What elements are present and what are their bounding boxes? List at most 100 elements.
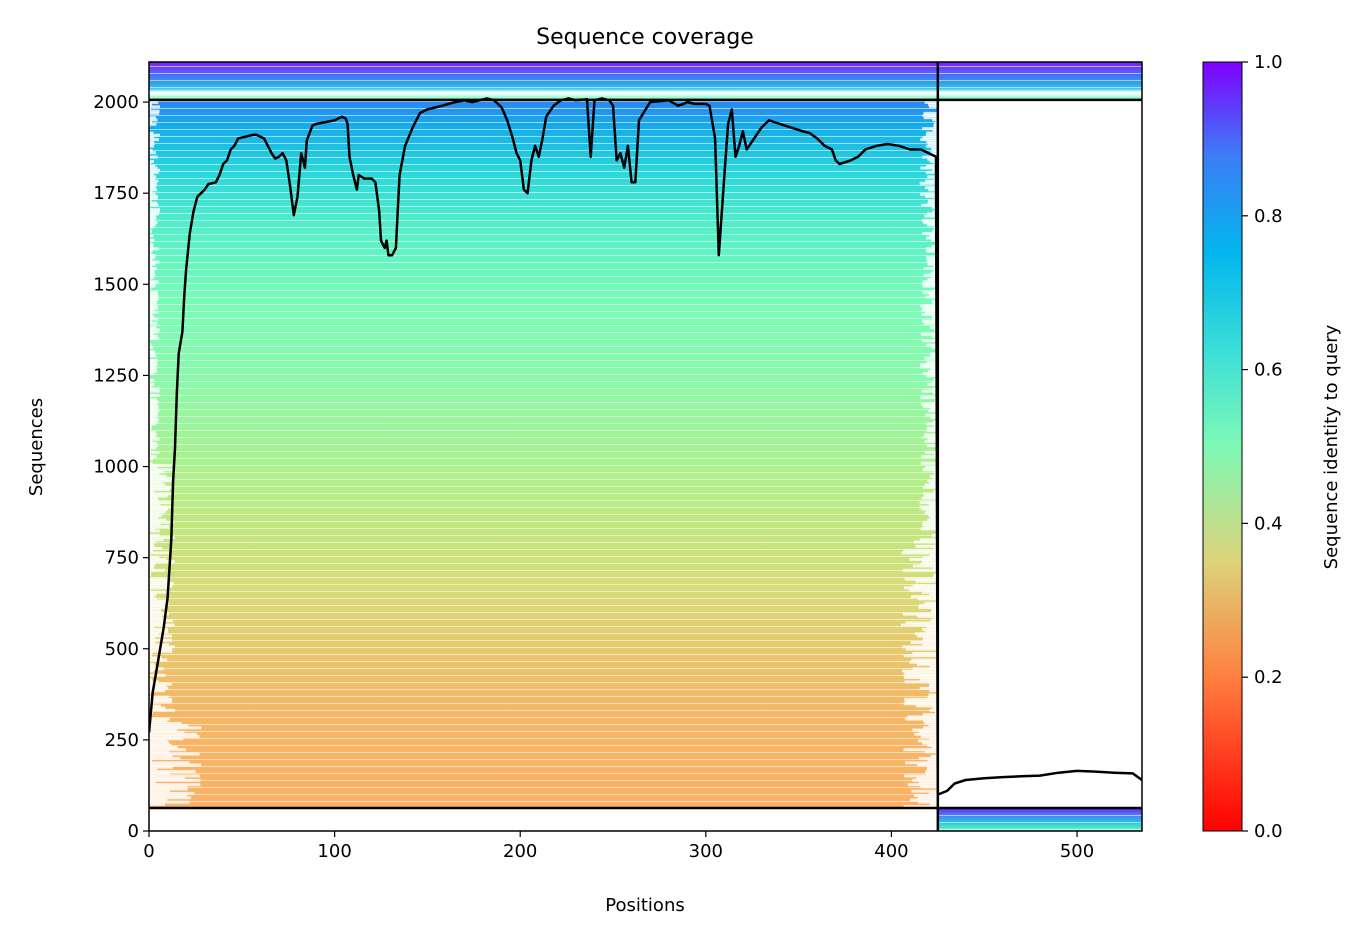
heatmap-gap xyxy=(149,431,156,435)
heatmap-gap xyxy=(927,262,938,266)
heatmap-gap xyxy=(149,181,157,185)
heatmap-gap xyxy=(149,330,158,334)
heatmap-gap xyxy=(920,396,938,400)
heatmap-gap xyxy=(149,253,156,257)
heatmap-gap xyxy=(919,686,938,690)
heatmap-gap xyxy=(929,682,938,686)
heatmap-gap xyxy=(149,732,198,736)
heatmap-gap xyxy=(149,179,159,183)
heatmap-gap xyxy=(921,507,938,511)
heatmap-gap xyxy=(149,697,173,701)
heatmap-gap xyxy=(149,599,169,603)
heatmap-gap xyxy=(932,616,938,620)
heatmap-gap xyxy=(922,643,938,647)
heatmap-gap xyxy=(905,761,938,765)
heatmap-gap xyxy=(149,802,166,806)
heatmap-gap xyxy=(904,680,938,684)
heatmap-gap xyxy=(915,579,938,583)
chart-title: Sequence coverage xyxy=(536,25,754,50)
heatmap-gap xyxy=(929,737,938,741)
heatmap-gap xyxy=(929,665,938,669)
heatmap-gap xyxy=(921,590,938,594)
heatmap-gap xyxy=(911,658,938,662)
heatmap-gap xyxy=(927,175,938,179)
heatmap-gap xyxy=(926,144,938,148)
heatmap-gap xyxy=(149,743,172,747)
heatmap-gap xyxy=(929,354,938,358)
heatmap-gap xyxy=(149,603,164,607)
heatmap-gap xyxy=(149,424,152,428)
heatmap-gap xyxy=(149,413,158,417)
heatmap-gap xyxy=(149,748,186,752)
heatmap-gap xyxy=(928,503,938,507)
heatmap-gap xyxy=(149,763,202,767)
heatmap-empty-region xyxy=(937,99,1142,809)
heatmap-gap xyxy=(149,299,157,303)
heatmap-gap xyxy=(149,669,154,673)
heatmap-gap xyxy=(149,612,170,616)
heatmap-gap xyxy=(149,264,153,268)
heatmap-gap xyxy=(149,240,151,244)
heatmap-gap xyxy=(149,122,157,126)
heatmap-gap xyxy=(925,343,938,347)
heatmap-gap xyxy=(903,676,938,680)
heatmap-gap xyxy=(932,149,938,153)
heatmap-gap xyxy=(929,326,938,330)
heatmap-gap xyxy=(927,212,938,216)
heatmap-gap xyxy=(930,352,938,356)
heatmap-gap xyxy=(149,343,152,347)
heatmap-gap xyxy=(903,654,938,658)
heatmap-gap xyxy=(925,170,938,174)
heatmap-gap xyxy=(149,588,151,592)
heatmap-gap xyxy=(149,352,156,356)
heatmap-gap xyxy=(149,752,200,756)
heatmap-gap xyxy=(149,516,159,520)
heatmap-gap xyxy=(149,547,163,551)
heatmap-gap xyxy=(149,133,160,137)
heatmap-gap xyxy=(921,319,938,323)
heatmap-gap xyxy=(149,470,165,474)
heatmap-gap xyxy=(920,461,938,465)
heatmap-gap xyxy=(927,479,938,483)
heatmap-gap xyxy=(149,144,154,148)
heatmap-gap xyxy=(149,505,171,509)
colorbar-tick-label: 0.6 xyxy=(1254,360,1283,381)
heatmap-gap xyxy=(149,783,201,787)
heatmap-gap xyxy=(149,417,160,421)
heatmap-gap xyxy=(922,284,938,288)
heatmap-gap xyxy=(149,131,154,135)
heatmap-gap xyxy=(933,122,938,126)
heatmap-gap xyxy=(927,759,938,763)
heatmap-gap xyxy=(149,105,160,109)
heatmap-gap xyxy=(916,776,938,780)
heatmap-gap xyxy=(914,732,938,736)
heatmap-gap xyxy=(922,485,938,489)
heatmap-gap xyxy=(149,625,155,629)
heatmap-gap xyxy=(149,278,152,282)
heatmap-gap xyxy=(149,498,159,502)
heatmap-gap xyxy=(149,564,155,568)
heatmap-gap xyxy=(927,383,938,387)
heatmap-gap xyxy=(149,203,159,207)
heatmap-gap xyxy=(149,142,155,146)
heatmap-gap xyxy=(925,310,938,314)
heatmap-gap xyxy=(924,439,938,443)
heatmap-gap xyxy=(149,337,159,341)
y-tick-label: 0 xyxy=(128,821,139,842)
heatmap-gap xyxy=(149,380,151,384)
heatmap-gap xyxy=(932,315,938,319)
heatmap-gap xyxy=(149,776,185,780)
heatmap-gap xyxy=(922,468,938,472)
heatmap-gap xyxy=(149,562,156,566)
heatmap-gap xyxy=(149,251,152,255)
heatmap-gap xyxy=(918,800,938,804)
y-tick-label: 2000 xyxy=(93,92,139,113)
heatmap-gap xyxy=(904,774,938,778)
heatmap-gap xyxy=(149,719,168,723)
heatmap-gap xyxy=(926,140,938,144)
heatmap-gap xyxy=(930,238,938,242)
heatmap-gap xyxy=(149,571,152,575)
heatmap-gap xyxy=(149,245,154,249)
heatmap-gap xyxy=(149,501,174,505)
heatmap-gap xyxy=(149,267,157,271)
